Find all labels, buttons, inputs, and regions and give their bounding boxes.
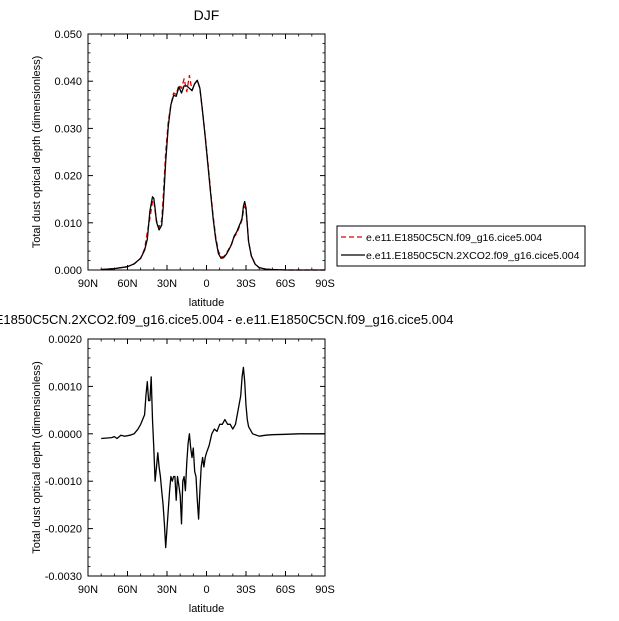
upper-panel: DJF 90N 60N 30N 0 30S 60S 90S 0.000 0.010 0.020 0.0… <box>31 7 586 309</box>
x-tick-label: 60N <box>117 278 137 290</box>
y-tick-label: -0.0010 <box>45 476 82 488</box>
series-line-2 <box>101 79 325 271</box>
x-tick-label: 90N <box>78 584 98 596</box>
y-tick-label: 0.020 <box>54 171 82 183</box>
y-tick-label: 0.0020 <box>48 334 82 346</box>
y-tick-label: 0.0000 <box>48 429 82 441</box>
series-line-1 <box>101 74 325 271</box>
x-tick-label: 60N <box>117 584 137 596</box>
x-tick-label: 60S <box>276 584 296 596</box>
y-tick-label: 0.030 <box>54 123 82 135</box>
y-tick-label: -0.0020 <box>45 524 82 536</box>
x-tick-label: 30N <box>157 278 177 290</box>
legend-label-1: e.e11.E1850C5CN.f09_g16.cice5.004 <box>366 232 542 244</box>
y-tick-label: -0.0030 <box>45 571 82 583</box>
y-tick-label: 0.040 <box>54 76 82 88</box>
x-tick-label: 30S <box>236 278 256 290</box>
x-tick-label: 30N <box>157 584 177 596</box>
y-tick-label: 0.000 <box>54 265 82 277</box>
y-axis-label: Total dust optical depth (dimensionless) <box>31 361 43 554</box>
legend-label-2: e.e11.E1850C5CN.2XCO2.f09_g16.cice5.004 <box>366 250 580 262</box>
x-tick-label: 60S <box>276 278 296 290</box>
x-tick-label: 90S <box>315 584 335 596</box>
x-axis-label: latitude <box>189 603 224 615</box>
y-tick-label: 0.050 <box>54 29 82 41</box>
x-tick-label: 0 <box>203 278 209 290</box>
y-tick-label: 0.010 <box>54 218 82 230</box>
legend-box <box>336 225 586 267</box>
chart-title: DJF <box>194 7 220 23</box>
chart-title: e.e11.E1850C5CN.2XCO2.f09_g16.cice5.004 … <box>0 312 453 327</box>
x-tick-label: 30S <box>236 584 256 596</box>
x-tick-label: 90S <box>315 278 335 290</box>
x-tick-label: 90N <box>78 278 98 290</box>
y-tick-label: 0.0010 <box>48 381 82 393</box>
lower-panel: e.e11.E1850C5CN.2XCO2.f09_g16.cice5.004 … <box>0 312 453 615</box>
x-tick-label: 0 <box>203 584 209 596</box>
plot-frame <box>87 338 326 577</box>
x-axis-label: latitude <box>189 297 224 309</box>
y-axis-label: Total dust optical depth (dimensionless) <box>31 56 43 249</box>
series-line-1 <box>101 366 325 549</box>
